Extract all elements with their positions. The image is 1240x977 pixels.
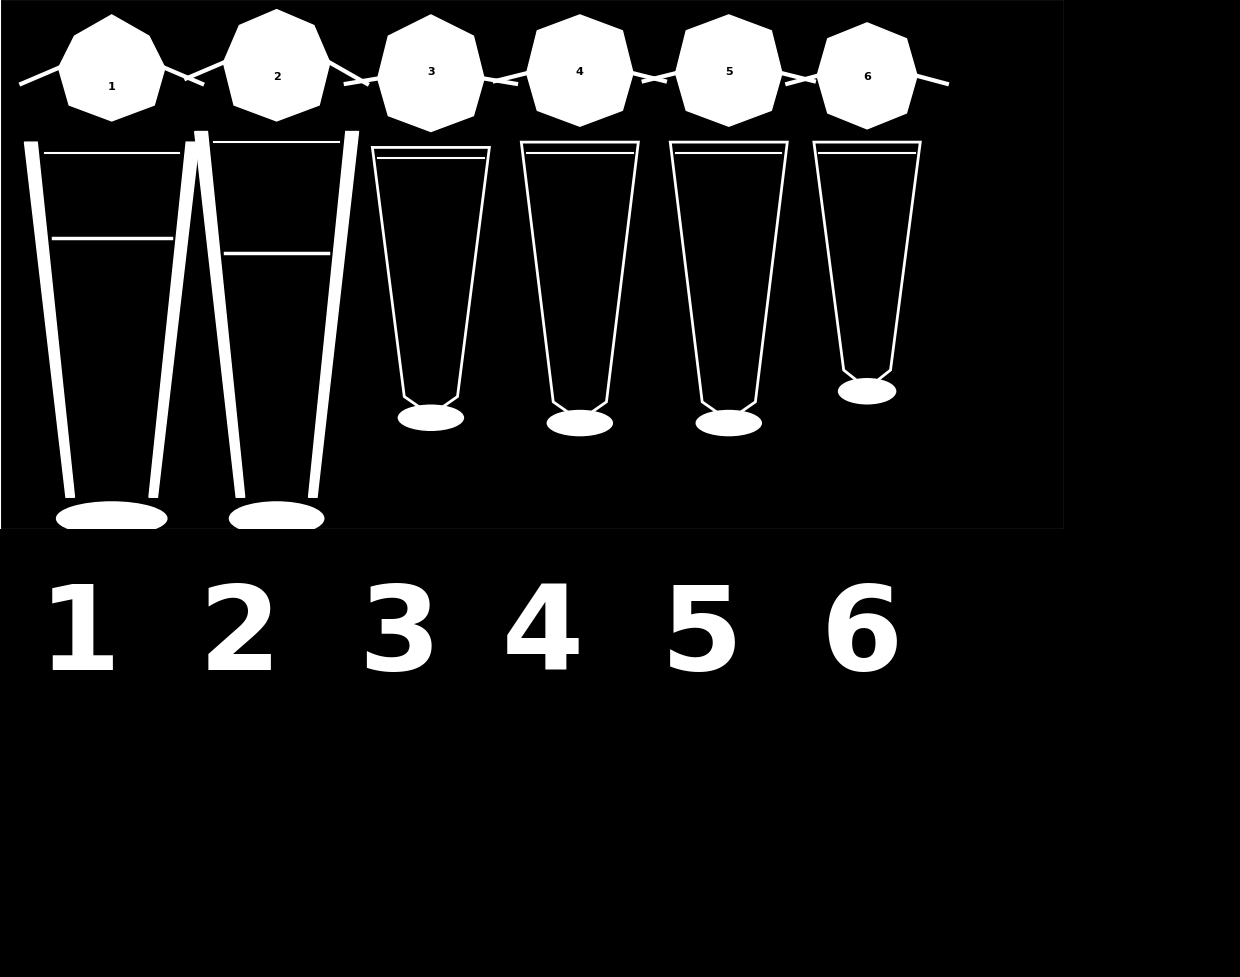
Polygon shape <box>195 133 244 497</box>
Polygon shape <box>223 11 330 122</box>
Text: 1: 1 <box>108 82 115 93</box>
Text: 4: 4 <box>575 66 584 76</box>
Ellipse shape <box>56 502 167 536</box>
Text: 6: 6 <box>863 71 870 82</box>
Text: 4: 4 <box>502 579 584 695</box>
Polygon shape <box>817 23 918 130</box>
Ellipse shape <box>398 405 464 432</box>
Polygon shape <box>149 143 198 497</box>
Ellipse shape <box>838 379 897 405</box>
Ellipse shape <box>696 410 763 437</box>
Text: 5: 5 <box>725 66 733 76</box>
Text: 6: 6 <box>821 579 903 695</box>
Text: 2: 2 <box>273 71 280 82</box>
Polygon shape <box>527 16 634 127</box>
Ellipse shape <box>547 410 613 437</box>
Polygon shape <box>309 133 358 497</box>
Polygon shape <box>378 16 484 133</box>
Text: 5: 5 <box>661 579 743 695</box>
Polygon shape <box>676 16 782 127</box>
Text: 1: 1 <box>38 579 120 695</box>
Text: 3: 3 <box>358 579 440 695</box>
Polygon shape <box>25 143 74 497</box>
Polygon shape <box>58 16 165 122</box>
Text: 3: 3 <box>427 66 435 76</box>
Text: 2: 2 <box>198 579 280 695</box>
Ellipse shape <box>228 502 325 536</box>
